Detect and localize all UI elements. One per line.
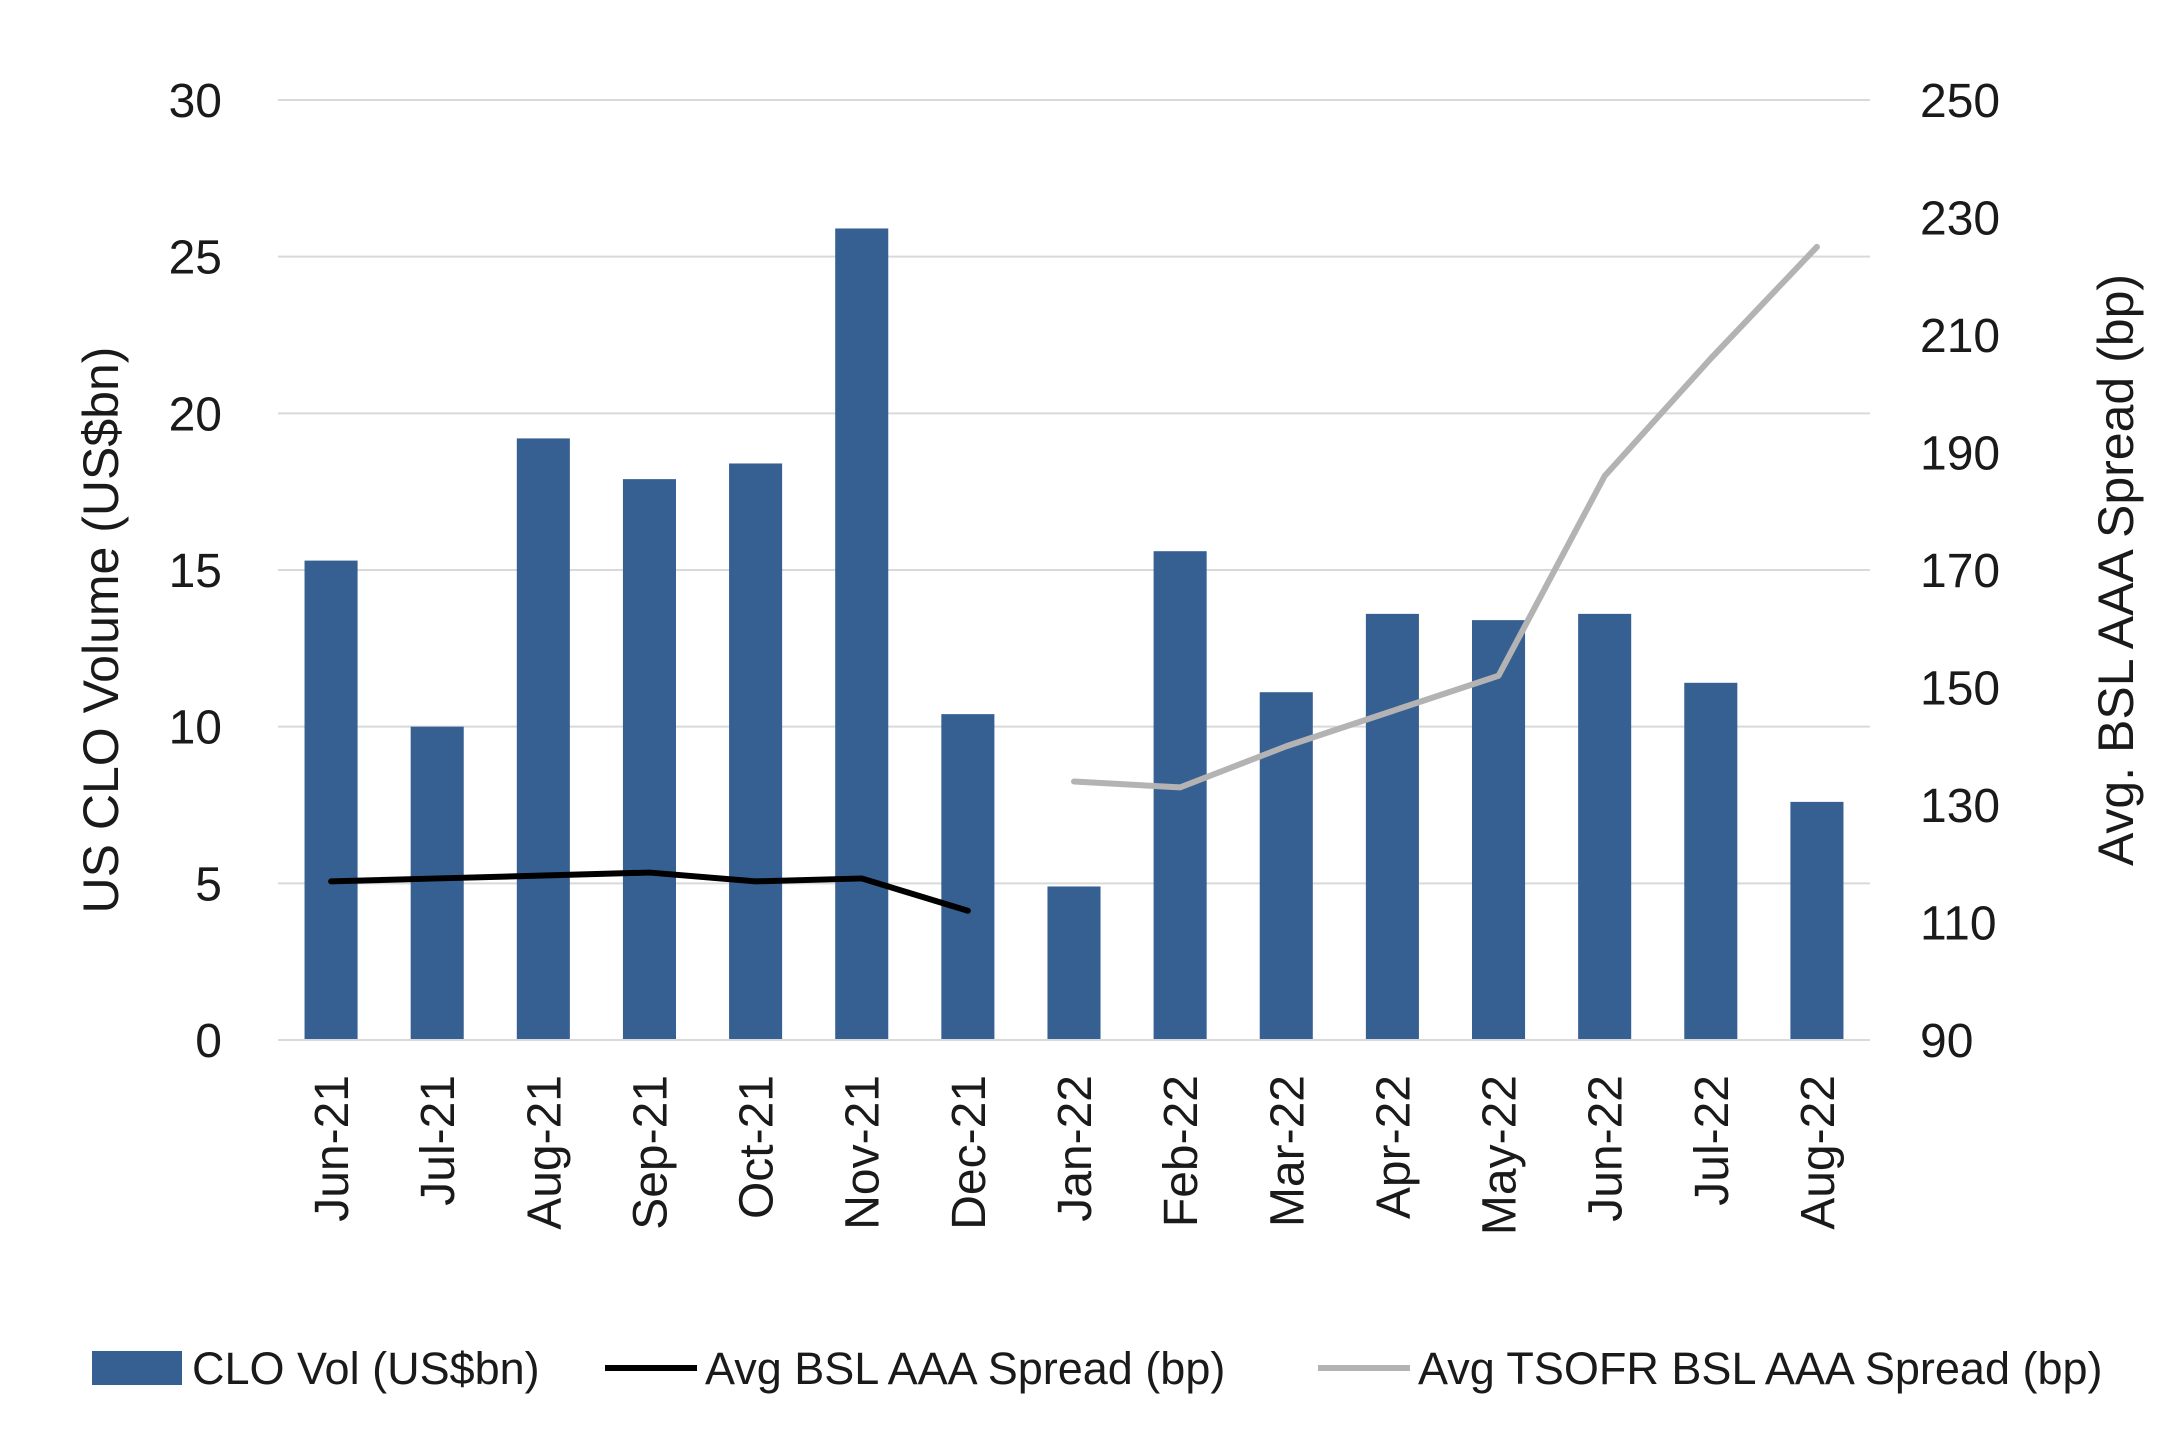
bar <box>1578 613 1632 1040</box>
x-tick-label: Nov-21 <box>837 1075 890 1230</box>
y2-tick-label: 130 <box>1920 780 2000 833</box>
bar <box>622 479 676 1041</box>
legend-label: CLO Vol (US$bn) <box>192 1343 540 1394</box>
y-tick-label: 10 <box>169 702 222 755</box>
bar <box>941 714 995 1040</box>
x-tick-label: Jul-21 <box>412 1075 465 1206</box>
y-tick-label: 30 <box>169 75 222 128</box>
bar <box>516 438 570 1040</box>
legend-item-bsl-spread: Avg BSL AAA Spread (bp) <box>605 1343 1225 1394</box>
y-tick-label: 15 <box>169 545 222 598</box>
bar <box>304 560 358 1040</box>
x-tick-label: Sep-21 <box>624 1075 677 1230</box>
x-tick-label: May-22 <box>1474 1075 1527 1235</box>
bar <box>1047 886 1101 1040</box>
legend-label: Avg TSOFR BSL AAA Spread (bp) <box>1418 1343 2103 1394</box>
y2-tick-label: 170 <box>1920 545 2000 598</box>
y2-tick-label: 210 <box>1920 310 2000 363</box>
legend-swatch <box>92 1351 182 1385</box>
y2-tick-label: 150 <box>1920 663 2000 716</box>
x-tick-label: Jul-22 <box>1686 1075 1739 1206</box>
y-tick-label: 25 <box>169 232 222 285</box>
y-tick-label: 5 <box>195 858 222 911</box>
bar <box>1472 620 1526 1040</box>
y2-axis-title: Avg. BSL AAA Spread (bp) <box>2088 274 2144 866</box>
bar-series <box>304 228 1844 1041</box>
bar <box>835 228 889 1040</box>
bar <box>1365 613 1419 1040</box>
x-tick-label: Feb-22 <box>1155 1075 1208 1227</box>
bar <box>729 463 783 1040</box>
x-tick-label: Jun-22 <box>1580 1075 1633 1222</box>
bar <box>1153 551 1207 1040</box>
x-tick-label: Apr-22 <box>1367 1075 1420 1219</box>
legend-item-clo-vol: CLO Vol (US$bn) <box>92 1343 540 1394</box>
y2-tick-label: 110 <box>1920 898 1997 951</box>
x-tick-label: Aug-22 <box>1792 1075 1845 1230</box>
x-tick-label: Mar-22 <box>1261 1075 1314 1227</box>
x-tick-label: Jun-21 <box>306 1075 359 1222</box>
y-tick-label: 20 <box>169 388 222 441</box>
y-axis-title: US CLO Volume (US$bn) <box>73 347 129 914</box>
legend-item-tsofr-spread: Avg TSOFR BSL AAA Spread (bp) <box>1318 1343 2103 1394</box>
x-tick-label: Dec-21 <box>943 1075 996 1230</box>
y2-tick-label: 230 <box>1920 193 2000 246</box>
x-tick-label: Oct-21 <box>731 1075 784 1219</box>
bar <box>1790 801 1844 1040</box>
line-series <box>328 243 1820 914</box>
y2-tick-label: 90 <box>1920 1015 1973 1068</box>
bar <box>410 726 464 1040</box>
bsl-spread-line <box>328 869 971 914</box>
y2-tick-label: 190 <box>1920 428 2000 481</box>
legend-label: Avg BSL AAA Spread (bp) <box>705 1343 1225 1394</box>
axes: 0 5 10 15 20 25 30 90 110 130 150 170 190 210 230 250 Ju… <box>169 75 2000 1235</box>
y-tick-label: 0 <box>195 1015 222 1068</box>
tsofr-spread-line <box>1071 243 1820 791</box>
bar <box>1684 682 1738 1040</box>
x-tick-label: Jan-22 <box>1049 1075 1102 1222</box>
y2-tick-label: 250 <box>1920 75 2000 128</box>
legend: CLO Vol (US$bn) Avg BSL AAA Spread (bp) Av… <box>92 1343 2103 1394</box>
x-tick-label: Aug-21 <box>518 1075 571 1230</box>
